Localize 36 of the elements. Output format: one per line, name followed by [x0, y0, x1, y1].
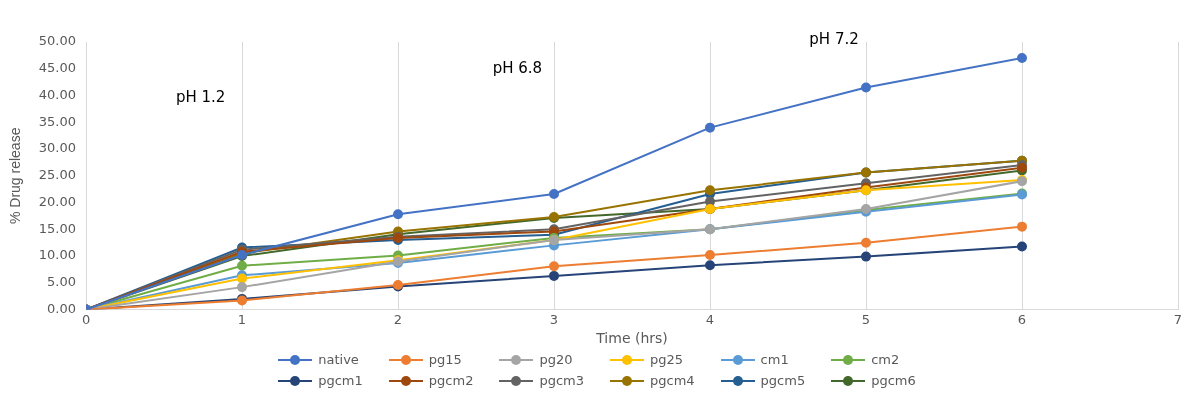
legend-label: pgcm6	[871, 373, 916, 388]
legend-label: pg20	[539, 352, 573, 367]
x-tick-label: 3	[549, 311, 559, 327]
x-tick-label: 4	[705, 311, 715, 327]
x-tick-label: 1	[237, 311, 247, 327]
legend-label: pgcm3	[539, 373, 584, 388]
legend-label: native	[318, 352, 359, 367]
legend-label: pg25	[650, 352, 684, 367]
x-axis-title: Time (hrs)	[595, 330, 668, 347]
legend-label: pg15	[428, 352, 462, 367]
legend-label: cm2	[871, 352, 900, 367]
y-tick-label: 20.00	[38, 193, 77, 209]
y-tick-label: 30.00	[38, 140, 77, 156]
y-tick-label: 45.00	[38, 60, 77, 76]
x-tick-label: 0	[81, 311, 91, 327]
y-tick-label: 25.00	[38, 167, 77, 183]
y-tick-label: 5.00	[47, 274, 77, 290]
annotation: pH 7.2	[809, 30, 859, 49]
annotation: pH 6.8	[492, 59, 543, 78]
annotation: pH 1.2	[175, 88, 226, 107]
x-tick-label: 6	[1017, 311, 1027, 327]
y-tick-label: 50.00	[38, 33, 77, 49]
legend-label: pgcm5	[760, 373, 806, 388]
x-tick-label: 2	[393, 311, 403, 327]
y-axis-title: % Drug release	[7, 127, 24, 225]
x-tick-label: 5	[861, 311, 871, 327]
y-tick-label: 40.00	[38, 86, 77, 102]
legend-label: pgcm1	[318, 373, 363, 388]
y-tick-label: 15.00	[38, 220, 77, 236]
legend-label: pgcm4	[650, 373, 695, 388]
y-tick-label: 0.00	[47, 300, 77, 316]
y-tick-label: 35.00	[38, 113, 77, 129]
x-tick-label: 7	[1173, 311, 1183, 327]
y-tick-label: 10.00	[38, 247, 77, 263]
legend-label: cm1	[760, 352, 789, 367]
legend-label: pgcm2	[428, 373, 474, 388]
